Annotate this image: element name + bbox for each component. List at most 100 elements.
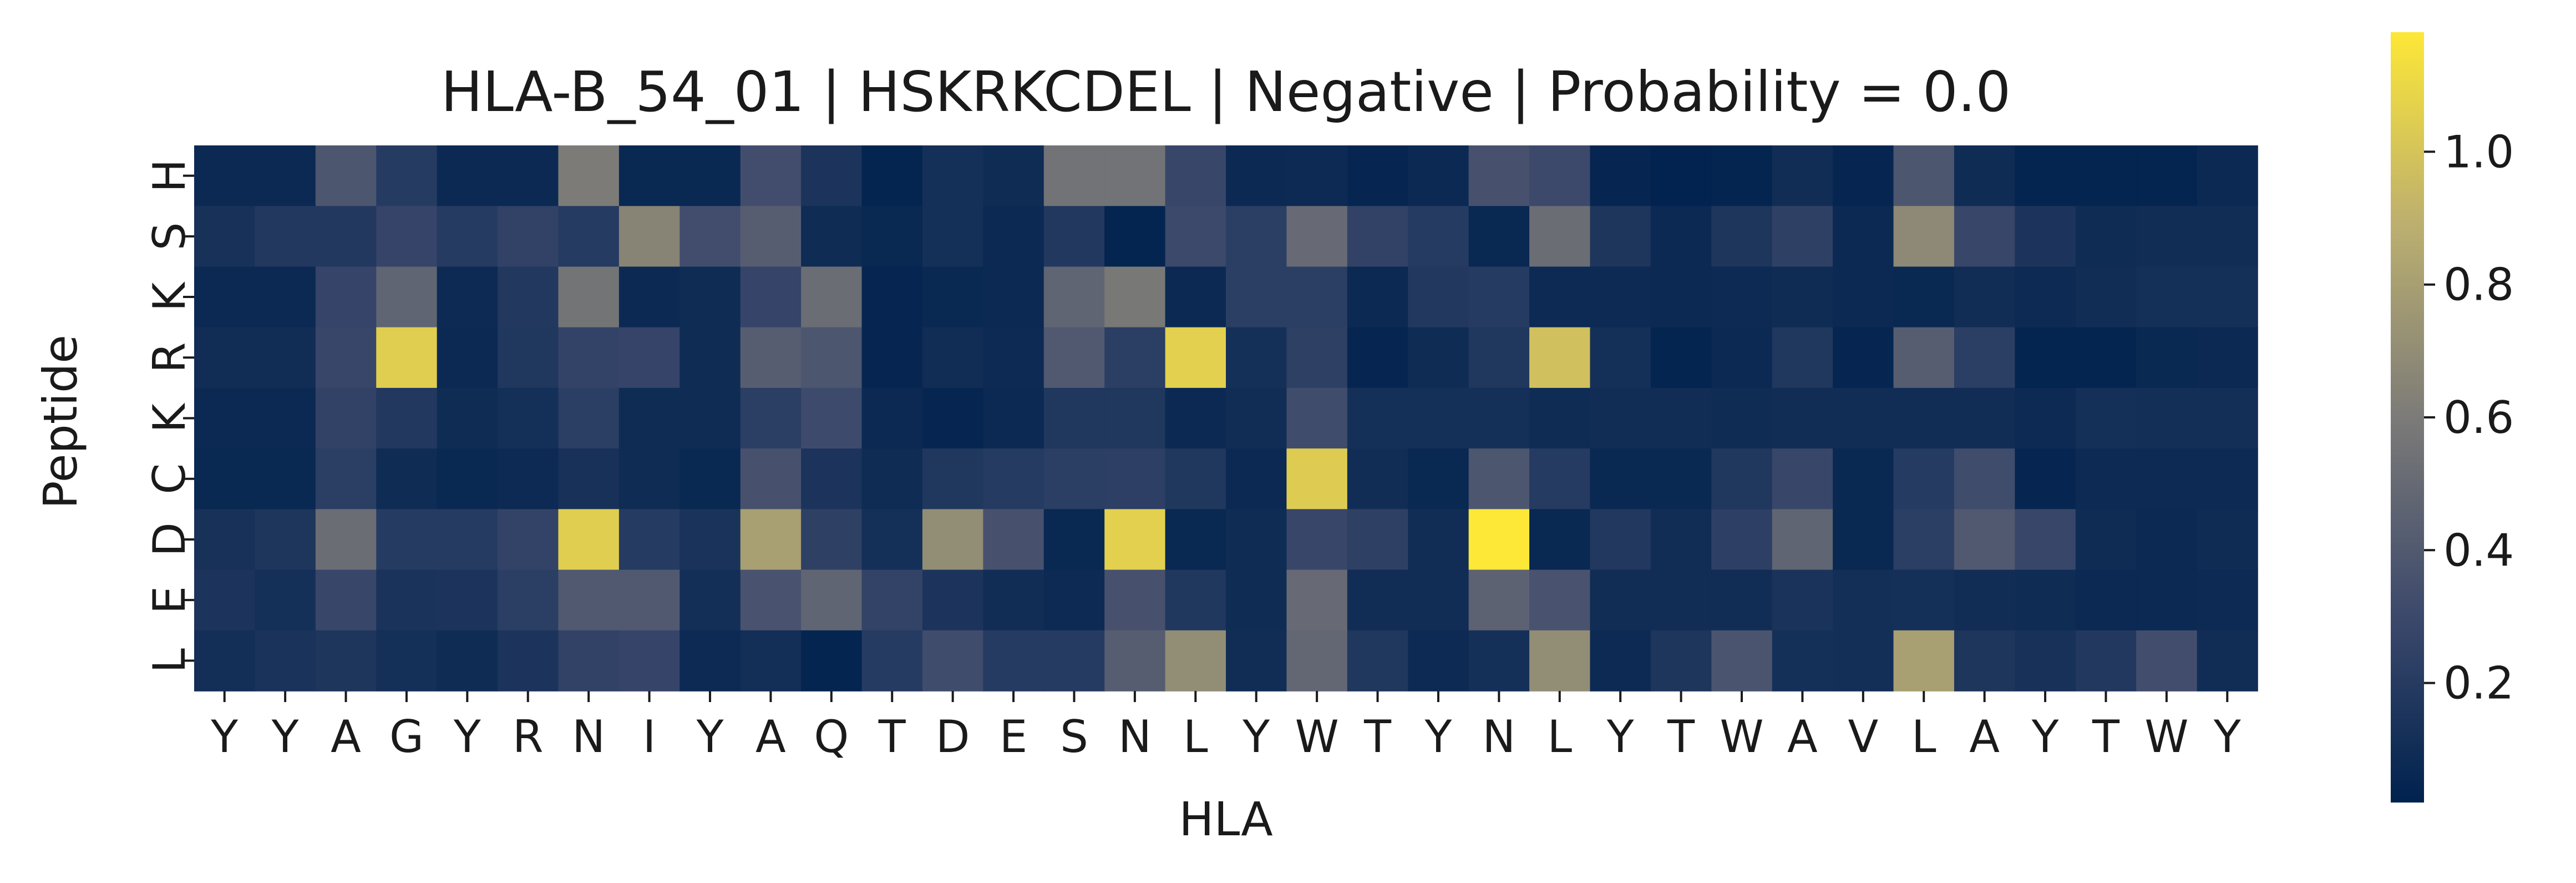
heatmap-cell: [1043, 630, 1105, 692]
heatmap-cell: [315, 145, 377, 207]
heatmap-cell: [680, 630, 741, 692]
heatmap-cell: [618, 206, 681, 268]
heatmap-cell: [315, 569, 377, 631]
x-tick-label: Y: [2031, 711, 2060, 763]
x-tick-label: Y: [271, 711, 300, 763]
heatmap-cell: [1408, 448, 1469, 510]
heatmap-cell: [1650, 206, 1712, 268]
x-tick-label: A: [1969, 711, 2000, 763]
heatmap-cell: [437, 145, 498, 207]
heatmap-cell: [1286, 509, 1348, 571]
heatmap-cell: [194, 509, 256, 571]
heatmap-cell: [740, 145, 802, 207]
heatmap-cell: [1408, 630, 1469, 692]
heatmap-cell: [1165, 145, 1226, 207]
x-tick-label: V: [1848, 711, 1878, 763]
heatmap-cell: [1104, 387, 1166, 449]
heatmap-cell: [1408, 206, 1469, 268]
x-tick-label: E: [1000, 711, 1028, 763]
heatmap-cell: [498, 630, 559, 692]
heatmap-cell: [376, 206, 438, 268]
heatmap-cell: [1468, 630, 1530, 692]
heatmap-cell: [498, 387, 559, 449]
heatmap-cell: [983, 569, 1044, 631]
heatmap-cell: [801, 448, 863, 510]
heatmap-cell: [315, 327, 377, 388]
heatmap-cell: [1833, 266, 1894, 328]
heatmap-cell: [1772, 145, 1833, 207]
heatmap-cell: [2197, 387, 2258, 449]
x-tick-label: Y: [2213, 711, 2242, 763]
heatmap-cell: [1347, 448, 1409, 510]
heatmap-cell: [376, 145, 438, 207]
heatmap-cell: [1893, 569, 1955, 631]
heatmap-cell: [618, 387, 681, 449]
heatmap-cell: [2136, 448, 2198, 510]
heatmap-cell: [1468, 387, 1530, 449]
heatmap-cell: [498, 266, 559, 328]
heatmap-cell: [922, 327, 984, 388]
heatmap-cell: [1893, 387, 1955, 449]
heatmap-cell: [983, 387, 1044, 449]
heatmap-cell: [1954, 206, 2016, 268]
heatmap-cell: [801, 327, 863, 388]
heatmap-cell: [1104, 206, 1166, 268]
heatmap-cell: [2075, 569, 2137, 631]
heatmap-cell: [1347, 630, 1409, 692]
heatmap-cell: [861, 327, 923, 388]
heatmap-cell: [680, 206, 741, 268]
x-tick-label: L: [1183, 711, 1208, 763]
heatmap-cell: [1954, 509, 2016, 571]
heatmap-cell: [1226, 448, 1287, 510]
heatmap-cells: [194, 145, 2258, 692]
heatmap-cell: [194, 630, 256, 692]
heatmap-cell: [498, 569, 559, 631]
x-tick-label: W: [1720, 711, 1763, 763]
heatmap-cell: [1590, 145, 1651, 207]
heatmap-cell: [1590, 266, 1651, 328]
x-tick-label: W: [1295, 711, 1339, 763]
heatmap-cell: [1043, 387, 1105, 449]
heatmap-cell: [1347, 145, 1409, 207]
heatmap-cell: [1650, 630, 1712, 692]
heatmap-cell: [1893, 509, 1955, 571]
heatmap-cell: [1954, 630, 2016, 692]
heatmap-cell: [255, 327, 316, 388]
heatmap-cell: [1529, 387, 1591, 449]
heatmap-cell: [740, 266, 802, 328]
heatmap-cell: [1165, 448, 1226, 510]
heatmap-cell: [194, 327, 256, 388]
x-tick-label: W: [2144, 711, 2188, 763]
heatmap-cell: [255, 266, 316, 328]
heatmap-cell: [2015, 448, 2076, 510]
x-tick-label: Q: [814, 711, 849, 763]
heatmap-cell: [801, 206, 863, 268]
x-tick-label: L: [1911, 711, 1936, 763]
heatmap-cell: [2197, 630, 2258, 692]
heatmap-cell: [2015, 630, 2076, 692]
x-tick-label: L: [1547, 711, 1572, 763]
y-tick-label: K: [144, 402, 195, 433]
heatmap-cell: [1650, 387, 1712, 449]
heatmap-cell: [2075, 448, 2137, 510]
heatmap-cell: [618, 266, 681, 328]
heatmap-cell: [1347, 387, 1409, 449]
heatmap-cell: [801, 387, 863, 449]
heatmap-cell: [1711, 266, 1773, 328]
colorbar: 0.2 0.4 0.6 0.8 1.0: [2391, 32, 2514, 803]
heatmap-cell: [740, 448, 802, 510]
heatmap-cell: [1529, 630, 1591, 692]
heatmap-cell: [1833, 327, 1894, 388]
y-tick-label: K: [144, 281, 195, 311]
heatmap-cell: [1833, 630, 1894, 692]
heatmap-cell: [437, 266, 498, 328]
heatmap-cell: [376, 509, 438, 571]
x-tick-label: I: [643, 711, 656, 763]
heatmap-cell: [1286, 206, 1348, 268]
heatmap-cell: [1893, 145, 1955, 207]
heatmap-cell: [1711, 630, 1773, 692]
heatmap-cell: [1165, 509, 1226, 571]
x-tick-label: A: [331, 711, 361, 763]
heatmap-cell: [1043, 327, 1105, 388]
x-tick-label: A: [755, 711, 786, 763]
